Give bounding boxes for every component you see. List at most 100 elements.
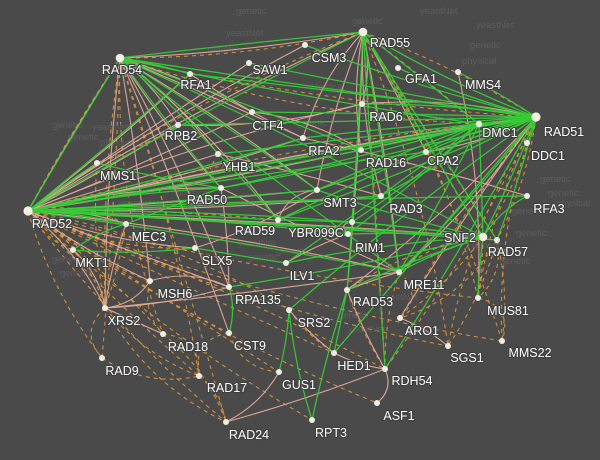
edge-type-watermark: genetic [338, 310, 369, 321]
node-label-rim1: RIM1 [355, 241, 385, 255]
edge-type-watermark: yeastNet [348, 324, 386, 335]
node-label-rad54: RAD54 [102, 63, 142, 77]
graph-node-mec3[interactable] [123, 221, 129, 227]
node-label-rad52: RAD52 [32, 217, 72, 231]
node-label-ilv1: ILV1 [290, 269, 315, 283]
node-label-dmc1: DMC1 [482, 126, 517, 140]
edge-yeastnet [397, 67, 537, 118]
edge-genetic [27, 210, 313, 421]
edge-physical [346, 116, 537, 291]
edge-type-watermark: genetic [296, 118, 327, 129]
graph-node-rad53[interactable] [344, 287, 350, 293]
edge-yeastnet [398, 123, 480, 273]
graph-node-rad9[interactable] [99, 355, 105, 361]
graph-node-cpa2[interactable] [423, 149, 429, 155]
graph-node-ilv1[interactable] [283, 260, 289, 266]
graph-node-rad59[interactable] [275, 217, 281, 223]
graph-node-mre11[interactable] [396, 269, 402, 275]
graph-node-ddc1[interactable] [524, 140, 530, 146]
edge-physical [399, 317, 449, 347]
edge-yeastnet [482, 116, 537, 238]
edge-physical [316, 31, 364, 191]
edge-genetic [90, 307, 106, 359]
graph-node-rad18[interactable] [160, 331, 166, 337]
node-label-rad53: RAD53 [353, 295, 393, 309]
node-layer[interactable] [23, 27, 541, 425]
node-label-rad24: RAD24 [229, 428, 269, 442]
graph-node-xrs2[interactable] [102, 305, 108, 311]
graph-node-gus1[interactable] [276, 369, 282, 375]
graph-node-mus81[interactable] [475, 295, 481, 301]
graph-node-mms22[interactable] [499, 338, 505, 344]
graph-node-ybr099c[interactable] [349, 219, 355, 225]
graph-node-rad54[interactable] [115, 53, 125, 63]
graph-node-saw1[interactable] [246, 60, 252, 66]
graph-node-rpa135[interactable] [226, 284, 232, 290]
graph-node-snf2[interactable] [478, 232, 488, 242]
edge-genetic [228, 332, 280, 373]
graph-node-sgs1[interactable] [445, 343, 451, 349]
graph-node-rad50[interactable] [218, 185, 224, 191]
node-label-snf2: SNF2 [444, 231, 476, 245]
graph-node-yhb1[interactable] [215, 151, 221, 157]
graph-node-mkt1[interactable] [70, 247, 76, 253]
graph-node-mms4[interactable] [455, 69, 461, 75]
edge-yeastnet [351, 221, 484, 238]
edge-yeastnet [228, 286, 234, 334]
graph-node-msh6[interactable] [147, 278, 153, 284]
graph-node-rpt3[interactable] [309, 417, 315, 423]
edge-genetic [104, 307, 200, 377]
edge-genetic [477, 239, 499, 299]
node-label-ybr099c: YBR099C [288, 226, 344, 240]
graph-node-csm3[interactable] [302, 42, 308, 48]
graph-node-gfa1[interactable] [395, 65, 401, 71]
graph-node-rad57[interactable] [494, 237, 500, 243]
graph-node-rad16[interactable] [358, 147, 364, 153]
graph-node-rad55[interactable] [358, 27, 368, 37]
edge-genetic [119, 57, 480, 125]
graph-node-smt3[interactable] [314, 187, 320, 193]
graph-node-rad6[interactable] [359, 101, 365, 107]
edge-type-watermark: genetic [60, 268, 91, 279]
graph-node-rim1[interactable] [345, 231, 351, 237]
edge-type-watermark: physical [100, 138, 134, 149]
edge-yeastnet [27, 162, 98, 212]
graph-node-dmc1[interactable] [475, 120, 483, 128]
graph-node-rfa1[interactable] [187, 71, 193, 77]
graph-node-mms1[interactable] [94, 160, 100, 166]
graph-node-srs2[interactable] [286, 307, 292, 313]
edge-type-watermark: genetic [540, 174, 571, 185]
edge-yeastnet [496, 116, 537, 241]
edge-type-watermark: genetic [236, 6, 267, 17]
edge-yeastnet [251, 111, 537, 118]
graph-node-asf1[interactable] [374, 400, 380, 406]
edge-yeastnet [398, 236, 484, 273]
edge-physical [27, 210, 151, 282]
graph-node-hed1[interactable] [331, 350, 337, 356]
edge-physical [302, 137, 528, 197]
graph-node-slx5[interactable] [192, 245, 198, 251]
graph-node-aro1[interactable] [397, 315, 403, 321]
graph-node-rad51[interactable] [531, 112, 541, 122]
edge-yeastnet [362, 31, 537, 118]
edge-yeastnet [304, 44, 537, 118]
edge-yeastnet [119, 57, 362, 151]
graph-node-rad24[interactable] [223, 419, 229, 425]
graph-node-rad3[interactable] [378, 193, 384, 199]
graph-node-rad17[interactable] [196, 373, 202, 379]
graph-node-ctf4[interactable] [249, 109, 255, 115]
graph-node-rdh54[interactable] [382, 366, 388, 372]
node-label-rad17: RAD17 [207, 381, 247, 395]
graph-node-rfa2[interactable] [300, 135, 306, 141]
graph-node-cst9[interactable] [226, 330, 232, 336]
edge-type-watermark: genetic [52, 254, 83, 265]
edge-yeastnet [119, 57, 480, 125]
graph-node-rfa3[interactable] [524, 193, 530, 199]
graph-node-rpb2[interactable] [175, 122, 181, 128]
graph-node-rad52[interactable] [23, 206, 33, 216]
edge-yeastnet [119, 57, 279, 221]
edge-genetic [346, 236, 484, 291]
edge-genetic [27, 210, 106, 309]
